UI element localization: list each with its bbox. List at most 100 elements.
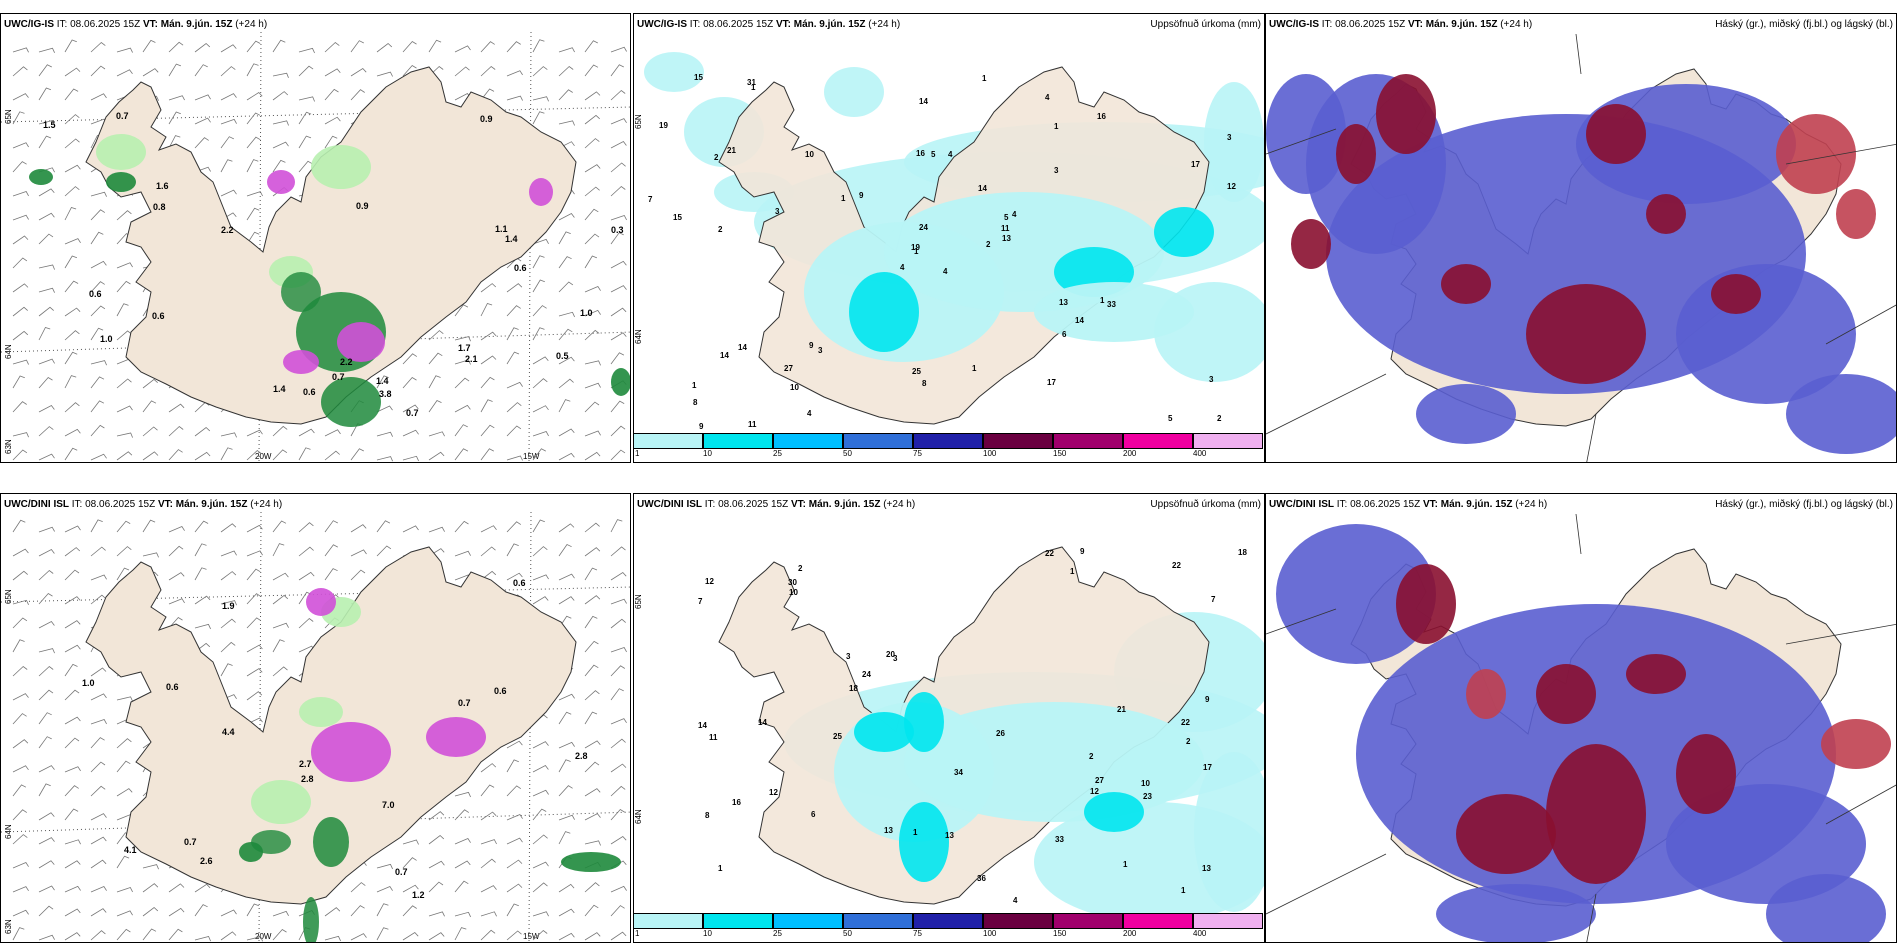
shading-blob xyxy=(644,52,704,92)
value-label: 0.7 xyxy=(458,698,471,708)
wind-barb xyxy=(38,327,51,341)
wind-barb xyxy=(558,693,575,701)
value-label: 10 xyxy=(805,150,814,159)
shading-blob xyxy=(1666,784,1866,904)
shading-blob xyxy=(1786,374,1896,454)
wind-barb xyxy=(584,522,600,533)
wind-barb xyxy=(116,788,133,797)
shading-blob xyxy=(1546,744,1646,884)
wind-barb xyxy=(272,572,289,581)
panel-subtitle: Háský (gr.), miðský (fj.bl.) og lágský (… xyxy=(1715,19,1893,30)
wind-barb xyxy=(220,447,233,461)
value-label: 1 xyxy=(914,247,919,256)
wind-barb xyxy=(480,929,496,941)
shading-blob xyxy=(1836,189,1876,239)
wind-barb xyxy=(610,400,625,413)
wind-barb xyxy=(116,910,133,917)
wind-barb xyxy=(584,285,601,293)
wind-barb xyxy=(480,911,497,917)
wind-barb xyxy=(324,544,338,557)
wind-barb xyxy=(246,191,263,197)
wind-barb xyxy=(454,359,471,365)
value-label: 14 xyxy=(738,343,747,352)
value-label: 3 xyxy=(1209,375,1214,384)
wind-barb xyxy=(584,91,601,101)
wind-barb xyxy=(506,740,523,749)
wind-barb xyxy=(376,71,393,77)
wind-barb xyxy=(402,857,417,869)
wind-barb xyxy=(64,716,81,725)
value-label: 2.6 xyxy=(200,856,213,866)
wind-barb xyxy=(402,353,418,365)
colorbar-swatch xyxy=(633,913,703,929)
wind-barb xyxy=(272,543,285,557)
wind-barb xyxy=(558,596,575,605)
value-label: 5 xyxy=(1168,414,1173,423)
wind-barb xyxy=(376,927,389,941)
wind-barb xyxy=(246,91,263,101)
wind-barb xyxy=(168,928,183,941)
wind-barb xyxy=(38,569,54,581)
wind-barb xyxy=(376,375,389,389)
wind-barb xyxy=(38,64,52,77)
wind-barb xyxy=(38,812,55,821)
panel-title: UWC/IG-IS IT: 08.06.2025 15Z VT: Mán. 9.… xyxy=(637,19,901,30)
panel-title: UWC/DINI ISL IT: 08.06.2025 15Z VT: Mán.… xyxy=(4,499,283,510)
wind-barb xyxy=(12,257,28,269)
wind-barb xyxy=(584,813,601,821)
wind-barb xyxy=(558,399,571,413)
wind-barb xyxy=(64,908,81,917)
wind-barb xyxy=(480,303,493,317)
wind-barb xyxy=(90,209,106,221)
wind-barb xyxy=(298,447,311,461)
value-label: 3 xyxy=(893,654,898,663)
wind-barb xyxy=(90,908,107,917)
wind-barb xyxy=(64,569,80,581)
wind-barb xyxy=(38,765,55,773)
wind-barb xyxy=(12,548,29,557)
iceland-land xyxy=(85,66,577,425)
map-panel-clouds-bottom: UWC/DINI ISL IT: 08.06.2025 15Z VT: Mán.… xyxy=(1265,493,1897,943)
wind-barb xyxy=(38,592,53,605)
shading-blob xyxy=(849,272,919,352)
wind-barb xyxy=(480,763,497,773)
colorbar-tick: 200 xyxy=(1123,929,1137,938)
wind-barb xyxy=(64,785,79,797)
value-label: 14 xyxy=(978,184,987,193)
wind-barb xyxy=(38,783,51,797)
shading-blob xyxy=(306,588,336,616)
wind-barb xyxy=(220,909,237,917)
value-label: 2.2 xyxy=(221,225,234,235)
wind-barb xyxy=(246,40,261,53)
value-label: 14 xyxy=(698,721,707,730)
wind-barb xyxy=(350,448,364,461)
wind-barb xyxy=(350,569,366,581)
value-label: 1.9 xyxy=(222,601,235,611)
wind-barb xyxy=(506,95,523,101)
wind-barb xyxy=(610,763,627,773)
wind-barb xyxy=(480,41,495,53)
shading-blob xyxy=(299,697,343,727)
wind-barb xyxy=(506,381,523,389)
wind-barb xyxy=(168,41,184,53)
wind-barb xyxy=(610,64,624,77)
wind-barb xyxy=(220,159,233,173)
wind-barb xyxy=(454,520,469,533)
wind-barb xyxy=(428,431,445,437)
value-label: 3 xyxy=(1054,166,1059,175)
wind-barb xyxy=(532,66,548,77)
shading-blob xyxy=(611,368,630,396)
wind-barb xyxy=(246,691,263,701)
wind-barb xyxy=(584,615,598,629)
wind-barb xyxy=(142,68,159,77)
wind-barb xyxy=(506,837,523,845)
wind-barb xyxy=(220,618,236,629)
wind-barb xyxy=(90,360,107,366)
wind-barb xyxy=(428,811,445,821)
wind-barb xyxy=(480,424,495,437)
shading-blob xyxy=(426,717,486,757)
wind-barb xyxy=(506,425,522,437)
shading-blob xyxy=(311,145,371,189)
wind-barb xyxy=(116,520,131,533)
wind-barb xyxy=(64,67,81,77)
